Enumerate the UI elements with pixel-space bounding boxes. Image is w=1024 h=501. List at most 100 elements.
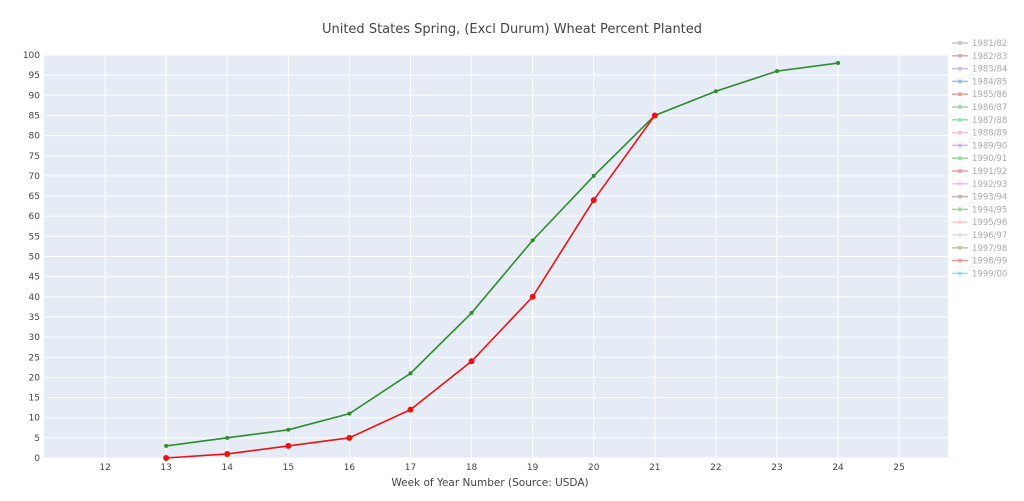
data-point-0: [713, 89, 718, 94]
legend-marker: [958, 245, 962, 250]
y-tick-label: 5: [34, 434, 40, 444]
data-point-1: [407, 406, 414, 413]
legend-marker: [958, 79, 962, 84]
y-tick-label: 90: [29, 91, 41, 101]
legend-label: 1994/95: [972, 205, 1007, 215]
y-tick-label: 75: [29, 152, 40, 162]
legend-item[interactable]: 1997/98: [952, 244, 1007, 254]
y-tick-label: 95: [29, 71, 40, 81]
legend-label: 1986/87: [972, 103, 1007, 113]
legend-item[interactable]: 1988/89: [952, 129, 1007, 139]
y-tick-label: 50: [29, 253, 41, 263]
legend-marker: [958, 181, 962, 186]
legend-label: 1985/86: [972, 90, 1007, 100]
x-tick-label: 13: [160, 463, 171, 473]
legend-marker: [958, 92, 962, 97]
y-tick-label: 85: [29, 111, 40, 121]
legend-item[interactable]: 1999/00: [952, 269, 1007, 279]
legend-marker: [958, 130, 962, 135]
legend-label: 1991/92: [972, 167, 1007, 177]
x-tick-label: 19: [527, 463, 539, 473]
legend-item[interactable]: 1993/94: [952, 193, 1007, 203]
legend-marker: [958, 41, 962, 45]
legend-item[interactable]: 1985/86: [952, 90, 1007, 100]
legend-item[interactable]: 1987/88: [952, 116, 1007, 126]
legend-marker: [958, 66, 962, 71]
x-tick-label: 23: [771, 463, 782, 473]
y-tick-label: 0: [34, 454, 40, 464]
y-tick-label: 60: [29, 212, 41, 222]
legend-label: 1989/90: [972, 141, 1007, 151]
legend-marker: [958, 105, 962, 109]
x-tick-label: 14: [222, 463, 234, 473]
legend-label: 1992/93: [972, 180, 1007, 190]
y-tick-label: 55: [29, 232, 40, 242]
y-tick-label: 65: [29, 192, 40, 202]
legend-item[interactable]: 1995/96: [952, 218, 1007, 228]
legend-label: 1997/98: [972, 244, 1007, 254]
data-point-1: [529, 293, 536, 300]
data-point-0: [225, 435, 230, 440]
legend-label: 1987/88: [972, 116, 1007, 126]
legend-label: 1996/97: [972, 231, 1007, 241]
chart-title: United States Spring, (Excl Durum) Wheat…: [322, 22, 702, 37]
y-tick-label: 70: [29, 172, 41, 182]
x-tick-label: 12: [99, 463, 110, 473]
data-point-0: [347, 411, 352, 416]
x-axis-title: Week of Year Number (Source: USDA): [391, 477, 588, 489]
data-point-1: [468, 358, 475, 365]
legend-item[interactable]: 1983/84: [952, 65, 1007, 75]
legend-label: 1984/85: [972, 77, 1007, 87]
data-point-0: [286, 427, 291, 432]
legend-marker: [958, 117, 962, 122]
legend-label: 1988/89: [972, 129, 1007, 139]
legend-item[interactable]: 1991/92: [952, 167, 1007, 177]
data-point-0: [591, 173, 596, 178]
y-tick-label: 30: [29, 333, 41, 343]
legend-item[interactable]: 1992/93: [952, 180, 1007, 190]
legend-item[interactable]: 1998/99: [952, 257, 1007, 267]
legend-label: 1982/83: [972, 52, 1007, 62]
y-tick-label: 20: [29, 373, 41, 383]
legend-marker: [958, 143, 962, 148]
legend[interactable]: 1981/82 1982/83 1983/84 1984/85 1985/86 1986/…: [952, 39, 1007, 279]
legend-marker: [958, 169, 962, 173]
grid-lines: [44, 54, 948, 459]
x-tick-label: 18: [466, 463, 478, 473]
x-tick-label: 17: [405, 463, 416, 473]
data-point-0: [530, 238, 535, 243]
legend-marker: [958, 194, 962, 199]
y-tick-label: 35: [29, 313, 40, 323]
legend-item[interactable]: 1989/90: [952, 141, 1007, 151]
legend-marker: [958, 220, 962, 225]
legend-item[interactable]: 1996/97: [952, 231, 1007, 241]
data-point-0: [836, 61, 841, 66]
x-axis-ticks: 12 13 14 15 16 17 18 19 20 21 22 23 24 25: [99, 463, 905, 473]
legend-item[interactable]: 1984/85: [952, 77, 1007, 87]
legend-item[interactable]: 1990/91: [952, 154, 1007, 164]
data-point-1: [651, 112, 658, 119]
y-tick-label: 100: [23, 51, 40, 61]
y-tick-label: 80: [29, 132, 41, 142]
legend-label: 1999/00: [972, 269, 1007, 279]
x-tick-label: 22: [710, 463, 721, 473]
series-group: [163, 61, 841, 461]
x-tick-label: 21: [649, 463, 660, 473]
data-point-1: [346, 434, 353, 441]
legend-item[interactable]: 1986/87: [952, 103, 1007, 113]
y-axis-ticks: 0 5 10 15 20 25 30 35 40 45 50 55 60 65 70 75 80 85 90 95 10…: [23, 51, 40, 464]
data-point-1: [163, 455, 170, 461]
legend-label: 1995/96: [972, 218, 1007, 228]
legend-marker: [958, 258, 962, 263]
y-tick-label: 10: [29, 414, 41, 424]
legend-item[interactable]: 1994/95: [952, 205, 1007, 215]
legend-item[interactable]: 1981/82: [952, 39, 1007, 49]
legend-item[interactable]: 1982/83: [952, 52, 1007, 62]
legend-marker: [958, 271, 962, 276]
legend-marker: [958, 156, 962, 161]
y-tick-label: 45: [29, 273, 40, 283]
legend-label: 1981/82: [972, 39, 1007, 49]
data-point-1: [224, 450, 231, 457]
data-point-1: [590, 197, 597, 204]
